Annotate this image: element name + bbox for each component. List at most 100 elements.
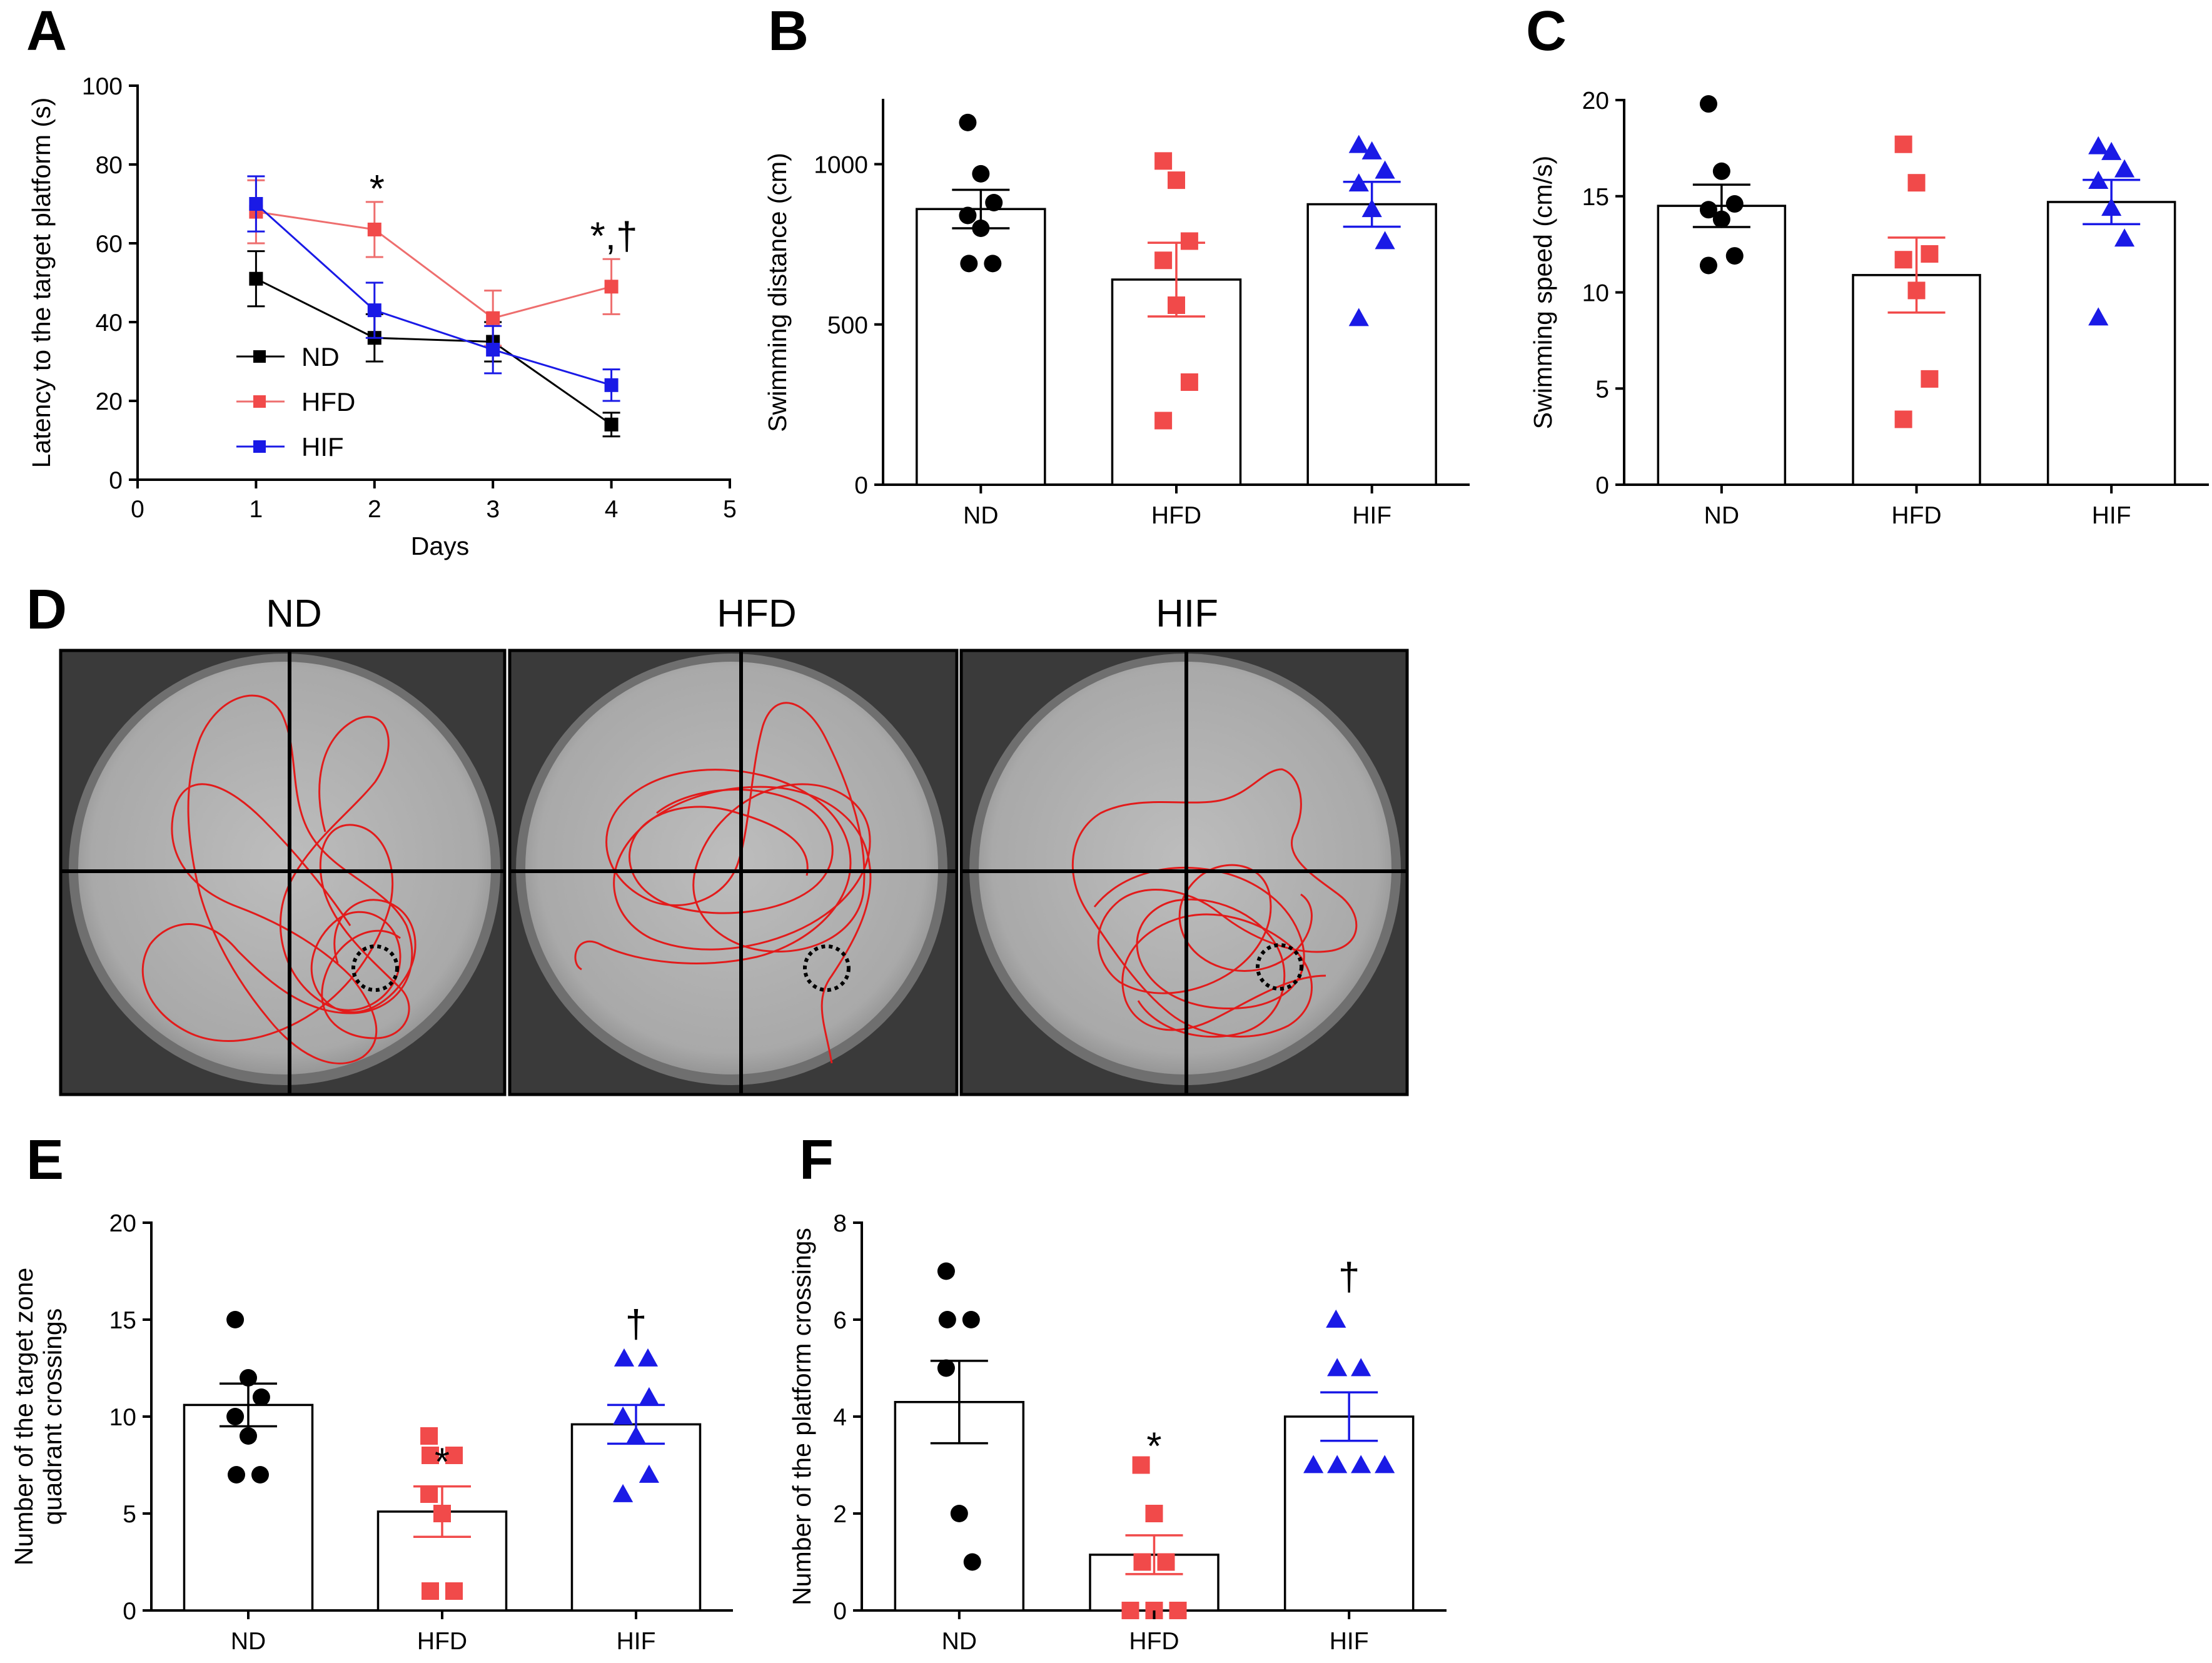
data-point-hfd bbox=[1169, 1602, 1187, 1619]
data-point-hfd bbox=[1154, 412, 1173, 430]
y-axis-label: Latency to the target platform (s) bbox=[27, 98, 56, 468]
data-point-hif bbox=[613, 1406, 634, 1425]
track-map-hif bbox=[959, 649, 1409, 1096]
data-point-nd bbox=[240, 1369, 257, 1387]
data-point-hfd bbox=[445, 1582, 463, 1600]
bar-hif bbox=[1283, 1415, 1415, 1612]
y-tick-label: 5 bbox=[123, 1501, 136, 1528]
data-point-hfd bbox=[604, 280, 619, 294]
data-point-nd bbox=[1725, 195, 1744, 213]
chart-b-swimming-distance-bar-chart: ND HFD HIF 0 500 1000 Swimming distance (cm) bbox=[763, 99, 1470, 529]
x-tick-label: HIF bbox=[2092, 502, 2131, 529]
y-tick-label: 500 bbox=[827, 312, 868, 339]
series-line-hif bbox=[255, 203, 612, 387]
panel-letter-f: F bbox=[799, 1129, 834, 1191]
y-tick-label: 100 bbox=[82, 73, 123, 100]
swim-track-path bbox=[1071, 768, 1358, 1038]
data-point-nd bbox=[984, 255, 1002, 273]
track-title-nd: ND bbox=[266, 592, 322, 635]
track-map-hfd bbox=[508, 649, 959, 1096]
significance-marker: * bbox=[1146, 1425, 1161, 1468]
data-point-hfd bbox=[1894, 135, 1912, 153]
y-tick-label: 8 bbox=[833, 1210, 847, 1237]
data-point-nd bbox=[963, 1553, 981, 1571]
data-point-hfd bbox=[1133, 1553, 1151, 1571]
data-point-hif bbox=[1303, 1455, 1324, 1473]
data-point-hif bbox=[1375, 231, 1395, 250]
y-axis-label: quadrant crossings bbox=[38, 1308, 67, 1525]
data-point-hif bbox=[2088, 136, 2109, 154]
data-point-nd bbox=[1725, 247, 1744, 265]
data-point-hfd bbox=[1132, 1456, 1150, 1474]
swim-track-path-2 bbox=[1093, 867, 1305, 1038]
panel-letter-a: A bbox=[26, 0, 67, 63]
track-map-nd bbox=[59, 649, 507, 1096]
significance-marker: † bbox=[1338, 1255, 1360, 1298]
legend-label-nd: ND bbox=[301, 342, 340, 372]
data-point-nd bbox=[604, 417, 619, 432]
chart-e-quadrant-crossings-bar-chart: ND HFD HIF 0 5 10 15 20 Number of the target zon… bbox=[9, 1210, 733, 1655]
data-point-hif bbox=[249, 197, 263, 211]
data-point-hfd bbox=[1145, 1505, 1163, 1522]
y-tick-label: 6 bbox=[833, 1307, 847, 1334]
data-point-nd bbox=[1699, 256, 1717, 275]
data-point-nd bbox=[240, 1427, 257, 1445]
map-frame bbox=[959, 649, 1409, 1096]
swim-track-path-2 bbox=[629, 789, 834, 914]
data-point-hfd bbox=[1180, 232, 1198, 250]
y-tick-label: 0 bbox=[123, 1598, 136, 1625]
x-tick-label: HFD bbox=[1129, 1628, 1179, 1655]
track-title-hfd: HFD bbox=[717, 592, 796, 635]
data-point-nd bbox=[249, 271, 263, 286]
platform-location-marker bbox=[1256, 943, 1303, 991]
data-point-hif bbox=[2101, 141, 2122, 160]
data-point-nd bbox=[962, 1311, 980, 1328]
data-point-hif bbox=[1361, 141, 1382, 159]
data-point-hfd bbox=[420, 1427, 438, 1445]
data-point-nd bbox=[251, 1466, 269, 1484]
platform-location-marker bbox=[803, 944, 851, 992]
data-point-hfd bbox=[1907, 174, 1926, 192]
x-axis-label: Days bbox=[411, 532, 469, 560]
pool-water bbox=[78, 662, 491, 1074]
data-point-hif bbox=[613, 1484, 634, 1502]
legend: ND HFD HIF bbox=[236, 342, 355, 462]
data-point-hfd bbox=[1180, 373, 1198, 391]
series-hfd bbox=[247, 179, 620, 347]
data-point-hif bbox=[639, 1464, 659, 1483]
data-point-hfd bbox=[1921, 245, 1939, 263]
y-tick-label: 10 bbox=[1582, 280, 1609, 307]
bar-hif bbox=[2046, 201, 2176, 486]
data-point-hif bbox=[2114, 228, 2135, 247]
data-point-hif bbox=[367, 303, 381, 318]
y-tick-label: 80 bbox=[96, 152, 123, 179]
data-point-hif bbox=[1348, 134, 1369, 153]
data-point-hif bbox=[1327, 1455, 1348, 1473]
data-point-nd bbox=[937, 1359, 955, 1377]
data-point-hfd bbox=[486, 311, 500, 325]
y-axis-label: Swimming speed (cm/s) bbox=[1528, 156, 1557, 429]
y-tick-label: 5 bbox=[1595, 376, 1609, 403]
data-point-nd bbox=[972, 164, 990, 183]
y-axis-label: Swimming distance (cm) bbox=[763, 153, 792, 432]
bar-hif bbox=[570, 1423, 702, 1612]
data-point-nd bbox=[985, 194, 1003, 211]
significance-marker: *,† bbox=[590, 215, 638, 258]
swim-track-path bbox=[141, 694, 413, 1064]
y-tick-label: 10 bbox=[109, 1404, 136, 1431]
x-tick-label: 3 bbox=[486, 496, 500, 523]
data-point-hfd bbox=[1921, 370, 1939, 388]
y-tick-label: 20 bbox=[109, 1210, 136, 1237]
panel-letter-b: B bbox=[768, 0, 809, 63]
x-tick-label: HFD bbox=[1891, 502, 1941, 529]
series-line-nd bbox=[255, 278, 612, 426]
data-point-hif bbox=[2114, 159, 2135, 178]
y-tick-label: 0 bbox=[854, 472, 868, 499]
y-tick-label: 60 bbox=[96, 231, 123, 258]
data-point-hif bbox=[486, 343, 500, 357]
legend-marker-hif bbox=[253, 440, 266, 453]
data-point-nd bbox=[1699, 95, 1717, 113]
panel-letter-c: C bbox=[1526, 0, 1567, 63]
y-tick-label: 15 bbox=[1582, 184, 1609, 211]
x-tick-label: 5 bbox=[723, 496, 737, 523]
